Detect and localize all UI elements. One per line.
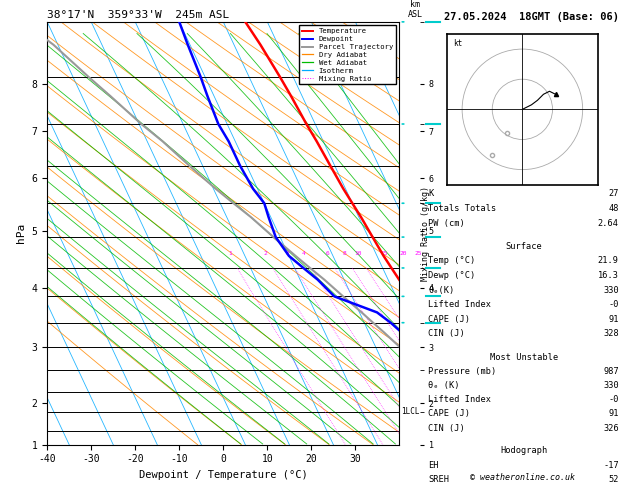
Text: 1LCL: 1LCL <box>402 407 420 417</box>
Text: 326: 326 <box>603 424 619 433</box>
Text: 6: 6 <box>325 251 329 256</box>
Text: © weatheronline.co.uk: © weatheronline.co.uk <box>470 473 574 482</box>
Text: 330: 330 <box>603 381 619 390</box>
Text: EH: EH <box>428 461 439 469</box>
Text: Surface: Surface <box>505 242 542 251</box>
Text: CAPE (J): CAPE (J) <box>428 315 470 324</box>
Text: -0: -0 <box>608 395 619 404</box>
Text: 38°17'N  359°33'W  245m ASL: 38°17'N 359°33'W 245m ASL <box>47 10 230 20</box>
Text: 15: 15 <box>381 251 388 256</box>
Text: Pressure (mb): Pressure (mb) <box>428 367 497 376</box>
Text: Temp (°C): Temp (°C) <box>428 257 476 265</box>
Text: 10: 10 <box>355 251 362 256</box>
Text: CIN (J): CIN (J) <box>428 424 465 433</box>
Text: kt: kt <box>453 39 462 48</box>
Text: Mixing Ratio (g/kg): Mixing Ratio (g/kg) <box>421 186 430 281</box>
Text: Hodograph: Hodograph <box>500 446 547 455</box>
Text: -17: -17 <box>603 461 619 469</box>
Text: θₑ(K): θₑ(K) <box>428 286 455 295</box>
Text: 2: 2 <box>264 251 267 256</box>
Text: Most Unstable: Most Unstable <box>489 353 558 362</box>
Text: 3: 3 <box>286 251 289 256</box>
Text: 27: 27 <box>608 190 619 198</box>
Text: 91: 91 <box>608 409 619 418</box>
Text: km
ASL: km ASL <box>408 0 423 19</box>
Text: θₑ (K): θₑ (K) <box>428 381 460 390</box>
Legend: Temperature, Dewpoint, Parcel Trajectory, Dry Adiabat, Wet Adiabat, Isotherm, Mi: Temperature, Dewpoint, Parcel Trajectory… <box>299 25 396 85</box>
Text: CIN (J): CIN (J) <box>428 330 465 338</box>
Text: 16.3: 16.3 <box>598 271 619 280</box>
Text: 91: 91 <box>608 315 619 324</box>
Text: CAPE (J): CAPE (J) <box>428 409 470 418</box>
Text: 48: 48 <box>608 204 619 213</box>
Text: 328: 328 <box>603 330 619 338</box>
Text: 27.05.2024  18GMT (Base: 06): 27.05.2024 18GMT (Base: 06) <box>444 12 619 22</box>
Text: 987: 987 <box>603 367 619 376</box>
Text: 1: 1 <box>228 251 231 256</box>
Text: -0: -0 <box>608 300 619 309</box>
Text: 4: 4 <box>301 251 305 256</box>
Text: Totals Totals: Totals Totals <box>428 204 497 213</box>
Text: Lifted Index: Lifted Index <box>428 300 491 309</box>
Text: 20: 20 <box>399 251 407 256</box>
Text: 2.64: 2.64 <box>598 219 619 227</box>
Text: SREH: SREH <box>428 475 450 484</box>
Text: 330: 330 <box>603 286 619 295</box>
Text: Lifted Index: Lifted Index <box>428 395 491 404</box>
Y-axis label: hPa: hPa <box>16 223 26 243</box>
Text: 8: 8 <box>343 251 347 256</box>
Text: 21.9: 21.9 <box>598 257 619 265</box>
Text: PW (cm): PW (cm) <box>428 219 465 227</box>
Text: 25: 25 <box>415 251 422 256</box>
X-axis label: Dewpoint / Temperature (°C): Dewpoint / Temperature (°C) <box>139 470 308 480</box>
Text: K: K <box>428 190 434 198</box>
Text: 52: 52 <box>608 475 619 484</box>
Text: Dewp (°C): Dewp (°C) <box>428 271 476 280</box>
